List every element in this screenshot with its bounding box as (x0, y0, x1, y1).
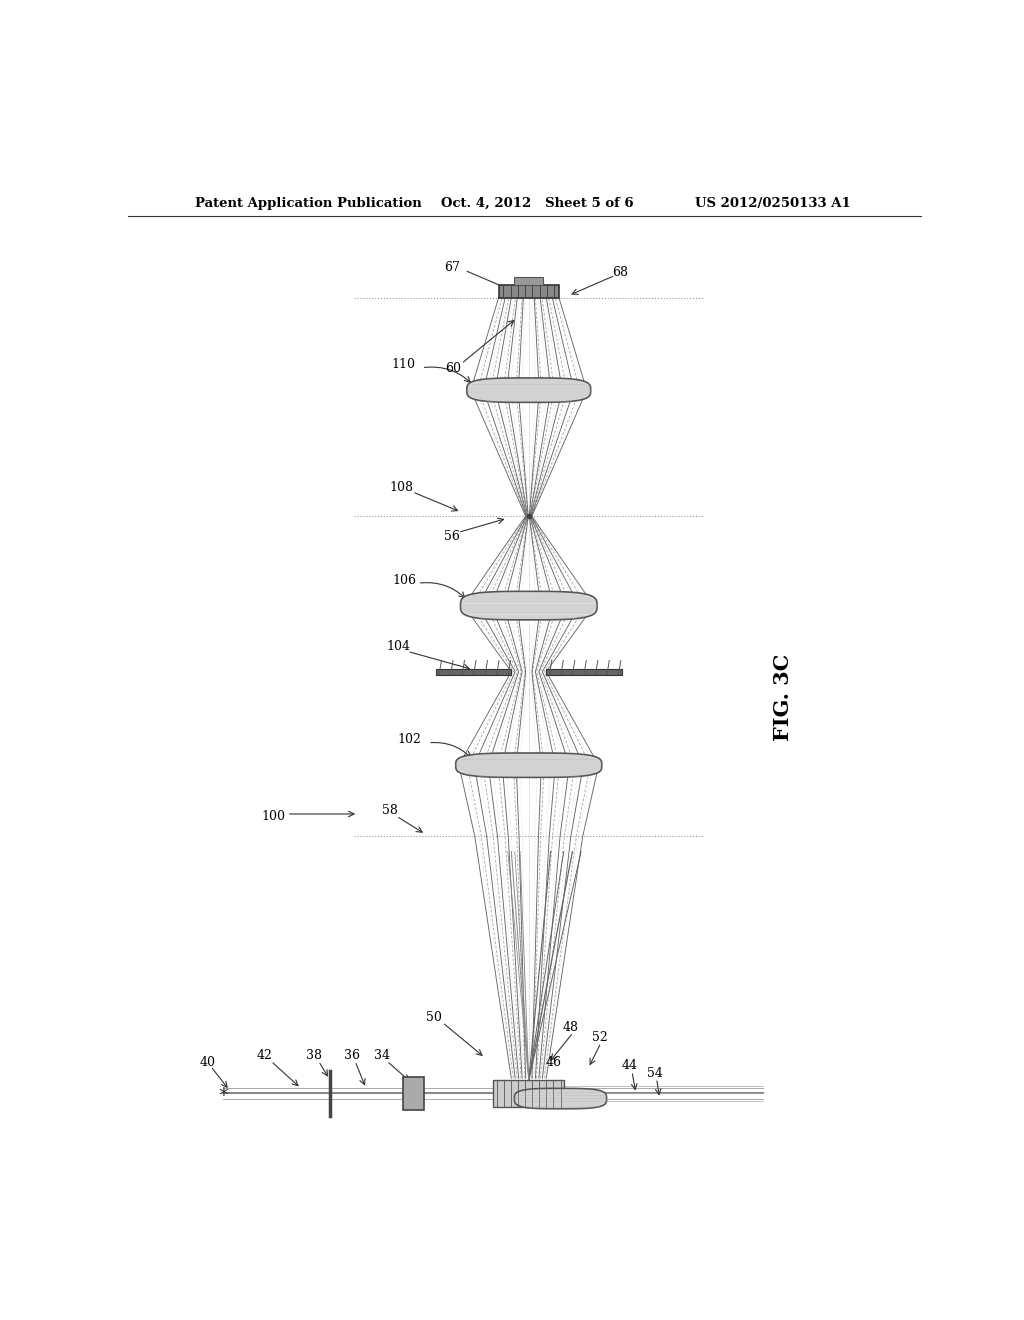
Text: 44: 44 (622, 1059, 638, 1072)
Text: 40: 40 (200, 1056, 215, 1069)
Bar (403, 1077, 424, 1110)
Text: 108: 108 (390, 482, 414, 494)
Text: 102: 102 (397, 734, 422, 746)
Text: US 2012/0250133 A1: US 2012/0250133 A1 (695, 197, 851, 210)
Polygon shape (461, 591, 597, 620)
Text: 60: 60 (445, 362, 462, 375)
Text: 67: 67 (443, 260, 460, 273)
Text: 48: 48 (563, 1020, 579, 1034)
Polygon shape (456, 752, 602, 777)
Text: 46: 46 (546, 1056, 561, 1069)
Text: 34: 34 (374, 1049, 390, 1063)
Text: FIG. 3C: FIG. 3C (773, 653, 793, 741)
Bar (499, 285, 559, 297)
Text: 104: 104 (387, 640, 411, 653)
Bar (546, 669, 622, 675)
Polygon shape (514, 1089, 606, 1109)
Text: 52: 52 (592, 1031, 608, 1044)
Polygon shape (467, 378, 591, 403)
Text: 68: 68 (612, 265, 628, 279)
Text: 56: 56 (443, 531, 460, 543)
Text: 50: 50 (426, 1011, 442, 1024)
Text: Oct. 4, 2012   Sheet 5 of 6: Oct. 4, 2012 Sheet 5 of 6 (441, 197, 634, 210)
Text: 110: 110 (391, 358, 416, 371)
Text: $*$: $*$ (218, 1084, 228, 1104)
Text: 58: 58 (382, 804, 398, 817)
Text: 42: 42 (257, 1049, 272, 1063)
Text: 106: 106 (392, 574, 417, 586)
Bar (494, 1080, 564, 1106)
Bar (436, 669, 511, 675)
Text: 38: 38 (306, 1049, 322, 1063)
Bar (514, 277, 543, 285)
Text: 36: 36 (344, 1049, 359, 1063)
Text: Patent Application Publication: Patent Application Publication (196, 197, 422, 210)
Text: 100: 100 (261, 809, 286, 822)
Text: 54: 54 (647, 1067, 663, 1080)
